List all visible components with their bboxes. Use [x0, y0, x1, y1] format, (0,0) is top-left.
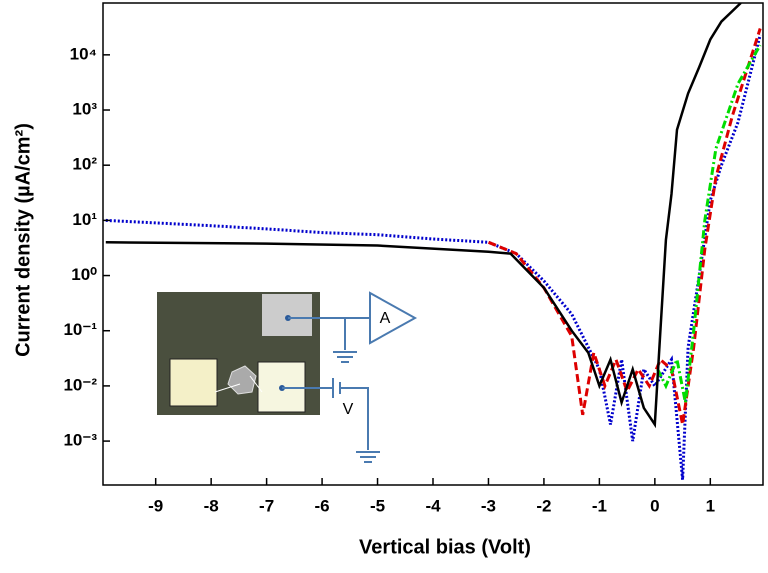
x-tick-label: -6	[315, 496, 330, 515]
x-tick-label: -2	[536, 496, 551, 515]
flake	[227, 365, 257, 395]
x-tick-label: -8	[204, 496, 219, 515]
y-tick-label: 10³	[72, 100, 97, 119]
amplifier	[369, 291, 418, 345]
wire	[214, 383, 241, 393]
wire	[340, 387, 369, 450]
y-tick-label: 10⁻¹	[63, 320, 97, 339]
series-line	[105, 34, 762, 480]
series-line	[105, 3, 742, 429]
annotation: A	[380, 310, 391, 327]
x-tick-label: 1	[706, 496, 715, 515]
x-tick-label: -7	[259, 496, 274, 515]
series-line	[487, 28, 762, 425]
grid-pattern	[262, 294, 312, 336]
y-tick-label: 10⁰	[71, 265, 97, 284]
pad	[169, 358, 218, 407]
y-tick-label: 10¹	[72, 210, 97, 229]
series-line	[656, 44, 762, 403]
wire	[249, 375, 263, 393]
x-tick-label: -1	[592, 496, 607, 515]
x-axis-label: Vertical bias (Volt)	[359, 536, 531, 558]
y-axis-label: Current density (µA/cm²)	[12, 123, 34, 357]
annotation: V	[343, 401, 354, 418]
x-tick-label: -4	[425, 496, 441, 515]
x-tick-label: -5	[370, 496, 385, 515]
y-tick-label: 10²	[72, 155, 97, 174]
inset: A V	[157, 291, 418, 463]
x-tick-label: -3	[481, 496, 496, 515]
x-tick-label: 0	[650, 496, 659, 515]
y-tick-label: 10⁴	[70, 44, 97, 63]
x-tick-label: -9	[148, 496, 163, 515]
y-tick-label: 10⁻²	[63, 375, 97, 394]
y-tick-label: 10⁻³	[63, 431, 97, 450]
